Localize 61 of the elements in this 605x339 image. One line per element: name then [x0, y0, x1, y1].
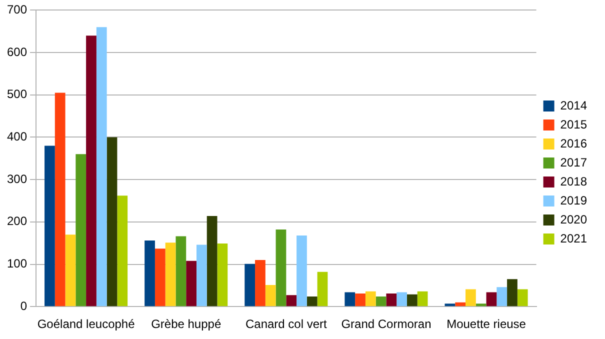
bar: [44, 146, 55, 306]
bar: [286, 295, 297, 306]
bar: [406, 294, 418, 306]
x-tick-label: Canard col vert: [245, 317, 328, 332]
bar: [186, 260, 196, 306]
bar: [244, 264, 256, 306]
y-tick-label: 300: [6, 172, 28, 186]
bar: [265, 285, 276, 306]
x-tick-label: Goéland leucophé: [37, 317, 136, 332]
bar: [365, 291, 376, 306]
bar: [144, 240, 155, 306]
bar: [96, 27, 107, 306]
bar: [76, 154, 86, 306]
bar: [196, 244, 207, 306]
x-tick-label: Mouette rieuse: [446, 317, 526, 332]
x-tick-label: Grand Cormoran: [341, 317, 432, 332]
bar: [165, 242, 176, 306]
bar: [376, 296, 386, 306]
bar: [117, 196, 128, 306]
legend-label: 2017: [560, 155, 588, 170]
bar: [154, 248, 166, 306]
bar: [386, 293, 397, 306]
bar: [65, 234, 76, 306]
legend-label: 2016: [560, 136, 588, 150]
bar: [455, 302, 466, 306]
bar: [276, 230, 286, 306]
legend-label: 2019: [560, 193, 588, 208]
bar: [496, 287, 508, 306]
x-tick-label: Grèbe huppé: [151, 317, 222, 332]
bar: [306, 296, 318, 306]
y-tick-label: 200: [6, 214, 28, 228]
y-tick-label: 400: [6, 130, 28, 144]
legend-label: 2014: [560, 98, 588, 112]
bar: [355, 293, 366, 306]
bar: [296, 235, 307, 306]
bar: [206, 216, 218, 306]
bar: [517, 289, 528, 306]
y-tick-label: 100: [6, 256, 28, 271]
bar: [86, 36, 96, 306]
bar: [486, 292, 497, 306]
bar: [176, 236, 186, 306]
legend-label: 2021: [560, 231, 588, 246]
y-tick-label: 600: [6, 44, 28, 59]
bar: [54, 92, 66, 306]
bar: [255, 260, 266, 306]
y-tick-label: 500: [6, 87, 28, 102]
legend-label: 2015: [560, 117, 588, 132]
legend-label: 2018: [560, 174, 588, 188]
y-tick-label: 0: [20, 298, 28, 313]
bar: [396, 292, 407, 306]
bar: [106, 137, 118, 306]
bar: [344, 292, 356, 306]
legend-label: 2020: [560, 212, 588, 226]
bar: [217, 244, 228, 306]
bar: [507, 279, 518, 306]
y-tick-label: 700: [6, 2, 28, 17]
bar: [466, 289, 476, 306]
bar: [476, 304, 486, 306]
bar: [417, 291, 428, 306]
bar: [444, 304, 456, 306]
bar: [317, 272, 328, 306]
